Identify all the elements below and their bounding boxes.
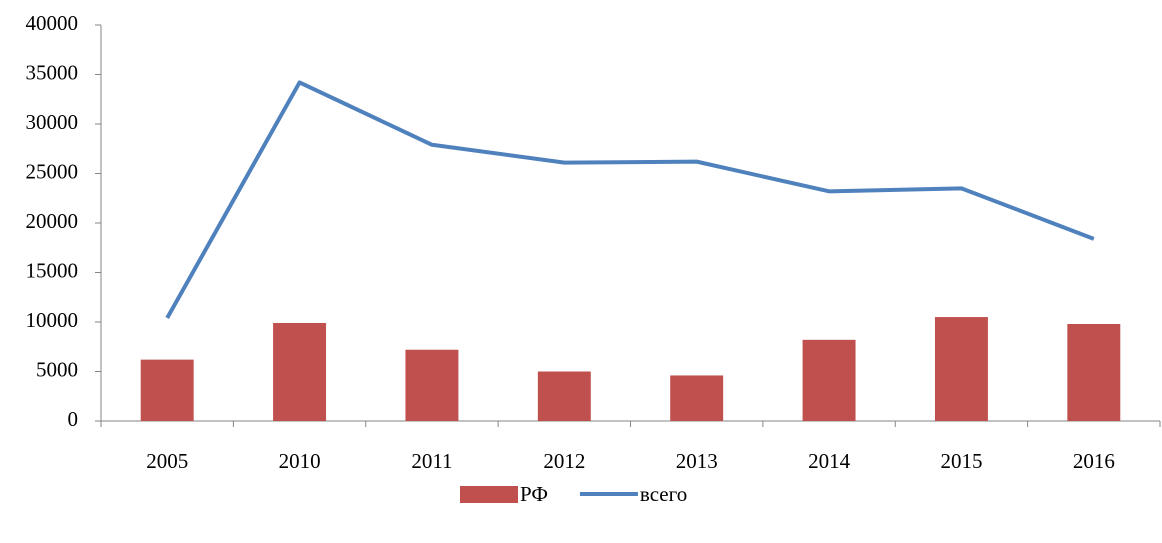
bar [537,371,591,421]
x-tick-label: 2010 [279,449,321,473]
x-tick-label: 2012 [543,449,585,473]
y-tick-label: 15000 [26,258,79,282]
y-tick-label: 25000 [26,159,79,183]
x-tick-label: 2005 [146,449,188,473]
x-tick-label: 2011 [411,449,452,473]
bar [1067,323,1121,421]
x-tick-label: 2015 [940,449,982,473]
legend-swatch [460,486,518,503]
y-tick-label: 40000 [26,11,79,35]
y-tick-label: 20000 [26,209,79,233]
x-tick-label: 2013 [676,449,718,473]
bar [934,317,988,421]
y-tick-label: 5000 [36,357,78,381]
bar [140,359,194,421]
y-tick-label: 10000 [26,308,79,332]
y-tick-label: 30000 [26,110,79,134]
bar [670,375,724,421]
y-tick-label: 35000 [26,60,79,84]
bar [802,339,856,421]
legend-label: всего [640,482,687,506]
bar [405,349,459,421]
line [165,80,1095,320]
x-tick-label: 2014 [808,449,851,473]
y-tick-label: 0 [68,407,79,431]
x-tick-label: 2016 [1073,449,1115,473]
legend-label: РФ [520,482,548,506]
bar [273,322,327,421]
